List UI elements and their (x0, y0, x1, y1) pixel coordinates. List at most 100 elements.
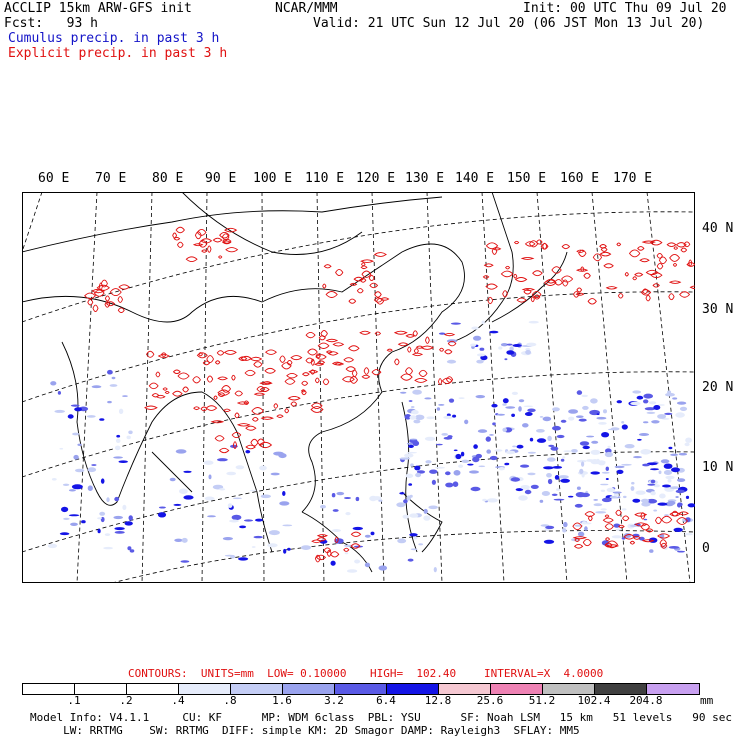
cumulus-cell (584, 526, 588, 531)
lon-label: 90 E (205, 171, 237, 186)
explicit-contour (669, 253, 681, 262)
cumulus-cell (643, 421, 649, 424)
cumulus-cell (518, 406, 522, 412)
explicit-contour (93, 289, 105, 297)
explicit-contour (485, 242, 499, 250)
cumulus-cell (370, 531, 375, 536)
cumulus-cell (287, 547, 291, 551)
explicit-contour (310, 358, 315, 366)
cumulus-cell (104, 533, 111, 536)
cumulus-cell (614, 465, 625, 469)
explicit-precip-contours (84, 226, 695, 563)
explicit-contour (253, 392, 266, 396)
cumulus-cell (542, 416, 552, 422)
cumulus-cell (227, 503, 233, 508)
color-bar-tick: 51.2 (528, 694, 556, 707)
explicit-contour (330, 551, 340, 558)
cumulus-cell (591, 440, 599, 444)
cumulus-cell (441, 433, 449, 436)
color-bar-swatch (439, 684, 491, 694)
explicit-contour (576, 268, 589, 272)
cumulus-cell (72, 432, 80, 436)
cumulus-cell (604, 451, 614, 458)
cumulus-cell (224, 554, 235, 557)
cumulus-cell (539, 499, 544, 503)
cumulus-cell (364, 562, 370, 568)
explicit-contour (584, 511, 596, 517)
cumulus-cell (494, 449, 503, 452)
explicit-contour (678, 511, 689, 516)
explicit-contour (361, 270, 372, 278)
explicit-contour (286, 359, 293, 366)
lat-label: 10 N (702, 460, 734, 475)
cumulus-cell (576, 415, 584, 418)
explicit-contour (238, 356, 248, 361)
cumulus-cell (633, 456, 642, 459)
cumulus-cell (687, 503, 695, 508)
cumulus-cell (663, 463, 673, 469)
cumulus-cell (453, 470, 461, 476)
explicit-contour (343, 357, 355, 363)
forecast-hour: Fcst: 93 h (4, 16, 98, 31)
explicit-contour (407, 346, 412, 353)
cumulus-cell (404, 453, 414, 458)
cumulus-cell (485, 436, 491, 442)
cumulus-cell (158, 506, 166, 509)
explicit-contour (521, 288, 536, 291)
explicit-contour (369, 282, 379, 289)
explicit-contour (315, 353, 321, 359)
explicit-contour (575, 292, 585, 296)
explicit-contour (439, 347, 445, 352)
cumulus-cell (409, 533, 418, 537)
cumulus-cell (586, 435, 595, 438)
cumulus-cell (502, 398, 509, 404)
cumulus-cell (489, 330, 499, 334)
explicit-contour (441, 377, 453, 385)
lat-label: 20 N (702, 380, 734, 395)
cumulus-cell (301, 545, 311, 550)
explicit-contour (561, 244, 571, 250)
cumulus-cell (582, 445, 590, 450)
cumulus-cell (175, 449, 187, 454)
color-bar-swatch (491, 684, 543, 694)
cumulus-cell (208, 474, 212, 480)
color-bar-swatch (543, 684, 595, 694)
explicit-contour (599, 251, 612, 257)
explicit-contour (576, 287, 583, 293)
cumulus-cell (235, 465, 245, 470)
cumulus-cell (621, 508, 627, 511)
explicit-contour (418, 369, 428, 377)
cumulus-cell (605, 466, 609, 471)
cumulus-cell (128, 515, 133, 521)
cumulus-cell (598, 422, 607, 425)
cumulus-cell (547, 478, 553, 485)
explicit-contour (236, 401, 249, 405)
explicit-contour (413, 348, 419, 354)
cumulus-cell (668, 546, 680, 549)
cumulus-cell (556, 434, 565, 439)
explicit-contour (232, 441, 238, 449)
cumulus-cell (122, 504, 127, 510)
cumulus-cell (107, 369, 113, 375)
cumulus-cell (520, 485, 530, 490)
cumulus-cell (480, 355, 488, 361)
cumulus-cell (492, 422, 496, 426)
explicit-contour (686, 262, 695, 267)
explicit-contour (360, 259, 375, 263)
explicit-contour (397, 342, 409, 347)
explicit-contour (192, 376, 201, 384)
explicit-contour (650, 272, 663, 279)
cumulus-cell (222, 537, 233, 541)
explicit-contour (198, 352, 203, 357)
explicit-contour (371, 369, 382, 376)
explicit-contour (551, 266, 562, 274)
cumulus-cell (547, 457, 556, 462)
explicit-contour (671, 510, 679, 517)
cumulus-cell (424, 436, 436, 441)
explicit-contour (318, 335, 326, 341)
explicit-contour (323, 547, 332, 553)
cumulus-cell (516, 444, 524, 449)
explicit-contour (193, 406, 201, 411)
cumulus-cell (551, 493, 558, 496)
cumulus-cell (397, 538, 407, 544)
